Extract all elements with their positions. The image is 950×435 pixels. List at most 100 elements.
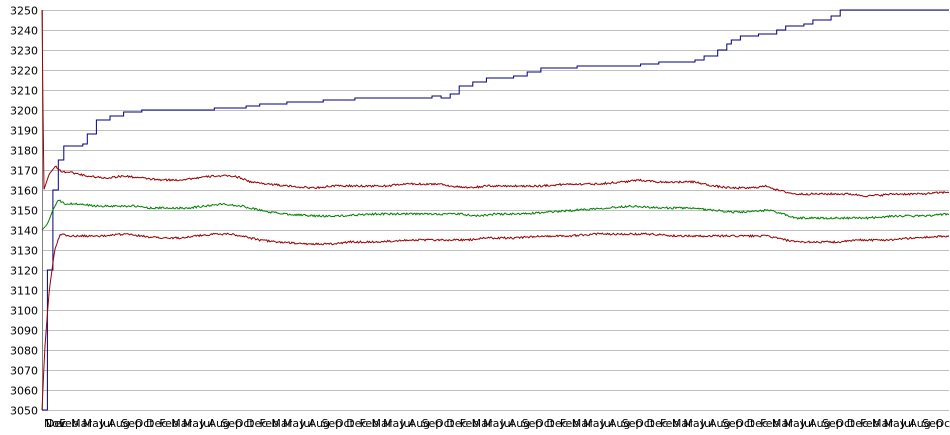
- x-tick-label: Oct: [835, 417, 855, 430]
- y-tick-label: 3070: [10, 365, 38, 378]
- x-tick-label: Feb: [860, 417, 879, 430]
- x-tick-label: Aug: [409, 417, 430, 430]
- x-tick-label: Aug: [909, 417, 930, 430]
- y-tick-label: 3080: [10, 345, 38, 358]
- y-tick-label: 3220: [10, 65, 38, 78]
- x-tick-label: May: [783, 417, 806, 430]
- x-tick-label: Sep: [622, 417, 643, 430]
- x-tick-label: Jul: [399, 417, 413, 430]
- x-tick-label: Dec: [847, 417, 868, 430]
- x-tick-label: Jul: [99, 417, 113, 430]
- x-axis: NovDecFebMarMayJulAugSepOctDecFebMarMayJ…: [44, 417, 950, 430]
- x-tick-label: Dec: [446, 417, 467, 430]
- x-tick-label: May: [183, 417, 206, 430]
- x-tick-label: Oct: [135, 417, 155, 430]
- x-tick-label: Aug: [509, 417, 530, 430]
- x-tick-label: May: [583, 417, 606, 430]
- x-tick-label: Feb: [760, 417, 779, 430]
- x-tick-label: May: [884, 417, 907, 430]
- x-tick-label: Sep: [321, 417, 342, 430]
- x-tick-label: Jul: [700, 417, 714, 430]
- x-tick-label: Jul: [499, 417, 513, 430]
- x-tick-label: Nov: [44, 417, 66, 430]
- x-tick-label: May: [683, 417, 706, 430]
- x-tick-label: Aug: [809, 417, 830, 430]
- y-tick-label: 3130: [10, 245, 38, 258]
- x-tick-label: Mar: [772, 417, 793, 430]
- y-tick-label: 3210: [10, 85, 38, 98]
- x-tick-label: Feb: [260, 417, 279, 430]
- x-tick-label: Feb: [159, 417, 178, 430]
- x-tick-label: Dec: [146, 417, 167, 430]
- x-tick-label: Feb: [460, 417, 479, 430]
- x-tick-label: Jul: [299, 417, 313, 430]
- x-tick-label: May: [483, 417, 506, 430]
- x-tick-label: Oct: [635, 417, 655, 430]
- x-tick-label: Feb: [59, 417, 78, 430]
- x-tick-label: Jul: [800, 417, 814, 430]
- x-tick-label: Dec: [246, 417, 267, 430]
- y-tick-label: 3060: [10, 385, 38, 398]
- x-tick-label: Dec: [747, 417, 768, 430]
- y-tick-label: 3170: [10, 165, 38, 178]
- x-tick-label: Jul: [199, 417, 213, 430]
- x-tick-label: Oct: [935, 417, 950, 430]
- x-tick-label: Dec: [46, 417, 67, 430]
- x-tick-label: Mar: [472, 417, 493, 430]
- x-tick-label: May: [383, 417, 406, 430]
- x-tick-label: Aug: [309, 417, 330, 430]
- y-tick-label: 3150: [10, 205, 38, 218]
- y-tick-label: 3100: [10, 305, 38, 318]
- y-tick-label: 3250: [10, 5, 38, 18]
- y-tick-label: 3120: [10, 265, 38, 278]
- y-tick-label: 3090: [10, 325, 38, 338]
- x-tick-label: Oct: [735, 417, 755, 430]
- series-line-3: [41, 199, 950, 231]
- x-tick-label: Sep: [522, 417, 543, 430]
- x-tick-label: May: [283, 417, 306, 430]
- x-tick-label: Dec: [647, 417, 668, 430]
- y-tick-label: 3230: [10, 45, 38, 58]
- x-tick-label: Dec: [346, 417, 367, 430]
- x-tick-label: Oct: [335, 417, 355, 430]
- x-tick-label: Mar: [171, 417, 192, 430]
- x-tick-label: May: [83, 417, 106, 430]
- x-tick-label: Mar: [672, 417, 693, 430]
- x-tick-label: Feb: [360, 417, 379, 430]
- x-tick-label: Aug: [208, 417, 229, 430]
- series-line-1: [42, 9, 949, 411]
- x-tick-label: Aug: [709, 417, 730, 430]
- y-axis: 3050 3060 3070 3080 3090 3100 3110 3120 3130 3140…: [10, 5, 43, 418]
- x-tick-label: Sep: [121, 417, 142, 430]
- x-tick-label: Mar: [371, 417, 392, 430]
- y-tick-label: 3160: [10, 185, 38, 198]
- y-tick-label: 3140: [10, 225, 38, 238]
- x-tick-label: Jul: [900, 417, 914, 430]
- x-tick-label: Mar: [872, 417, 893, 430]
- x-tick-label: Jul: [599, 417, 613, 430]
- grid-lines: [42, 10, 949, 411]
- x-tick-label: Feb: [660, 417, 679, 430]
- x-tick-label: Aug: [609, 417, 630, 430]
- series-group: [41, 9, 950, 411]
- x-tick-label: Sep: [822, 417, 843, 430]
- x-tick-label: Sep: [422, 417, 443, 430]
- x-tick-label: Mar: [71, 417, 92, 430]
- x-tick-label: Oct: [435, 417, 455, 430]
- x-tick-label: Sep: [722, 417, 743, 430]
- series-line-4: [41, 232, 950, 411]
- x-tick-label: Feb: [560, 417, 579, 430]
- y-tick-label: 3110: [10, 285, 38, 298]
- y-tick-label: 3240: [10, 25, 38, 38]
- x-tick-label: Mar: [572, 417, 593, 430]
- x-tick-label: Sep: [922, 417, 943, 430]
- x-tick-label: Aug: [108, 417, 129, 430]
- series-line-2: [41, 9, 950, 198]
- x-tick-label: Oct: [535, 417, 555, 430]
- y-tick-label: 3180: [10, 145, 38, 158]
- x-tick-label: Dec: [546, 417, 567, 430]
- y-tick-label: 3050: [10, 405, 38, 418]
- x-tick-label: Mar: [271, 417, 292, 430]
- x-tick-label: Oct: [235, 417, 255, 430]
